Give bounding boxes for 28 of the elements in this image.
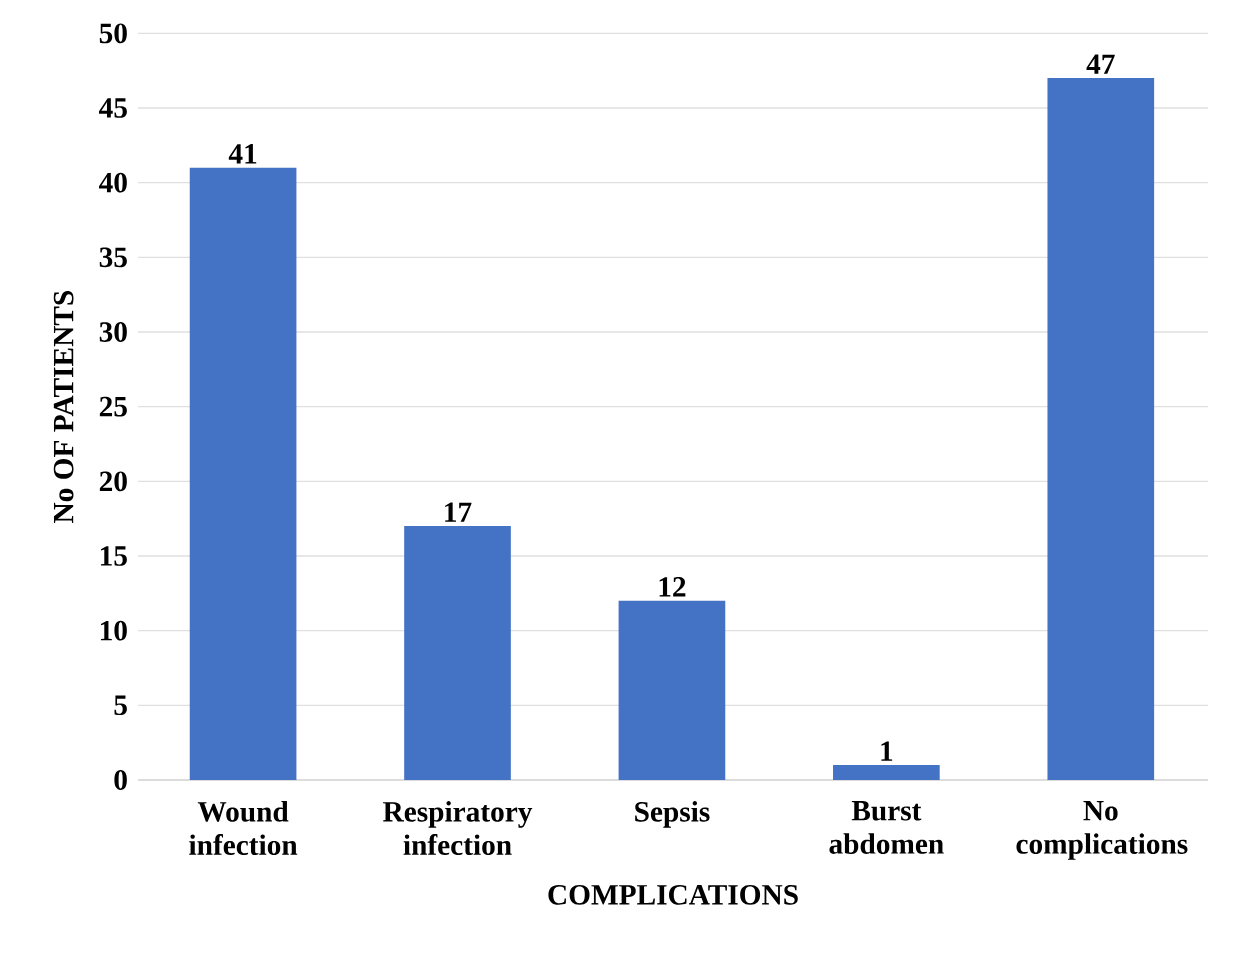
x-tick-label: No complications [1016, 801, 1188, 860]
data-label: 12 [659, 577, 686, 597]
data-label: 17 [445, 502, 472, 522]
data-label: 47 [1086, 54, 1115, 74]
y-tick-label: 15 [100, 546, 127, 566]
y-tick-label: 30 [99, 322, 127, 342]
y-tick-label: 35 [99, 247, 127, 268]
y-axis-title: No OF PATIENTS [53, 291, 74, 523]
y-tick-label: 50 [99, 23, 127, 44]
x-tick-label: Wound infection [189, 801, 298, 856]
x-tick-label: Sepsis [635, 801, 710, 828]
bar [618, 600, 726, 780]
bar [1047, 78, 1155, 780]
y-tick-label: 25 [99, 396, 127, 417]
y-tick-label: 5 [114, 695, 127, 716]
y-tick-label: 10 [100, 620, 127, 641]
x-axis-title: COMPLICATIONS [548, 884, 798, 905]
bar [189, 167, 297, 780]
bar [404, 526, 511, 780]
y-tick-label: 45 [99, 98, 127, 118]
x-tick-label: Burst abdomen [829, 801, 944, 854]
y-tick-label: 40 [99, 172, 127, 193]
y-tick-label: 0 [114, 770, 127, 790]
x-tick-label: Respiratory infection [383, 801, 533, 856]
data-label: 1 [881, 741, 893, 761]
data-label: 41 [228, 144, 257, 164]
y-tick-label: 20 [99, 471, 127, 492]
bar [833, 765, 940, 780]
